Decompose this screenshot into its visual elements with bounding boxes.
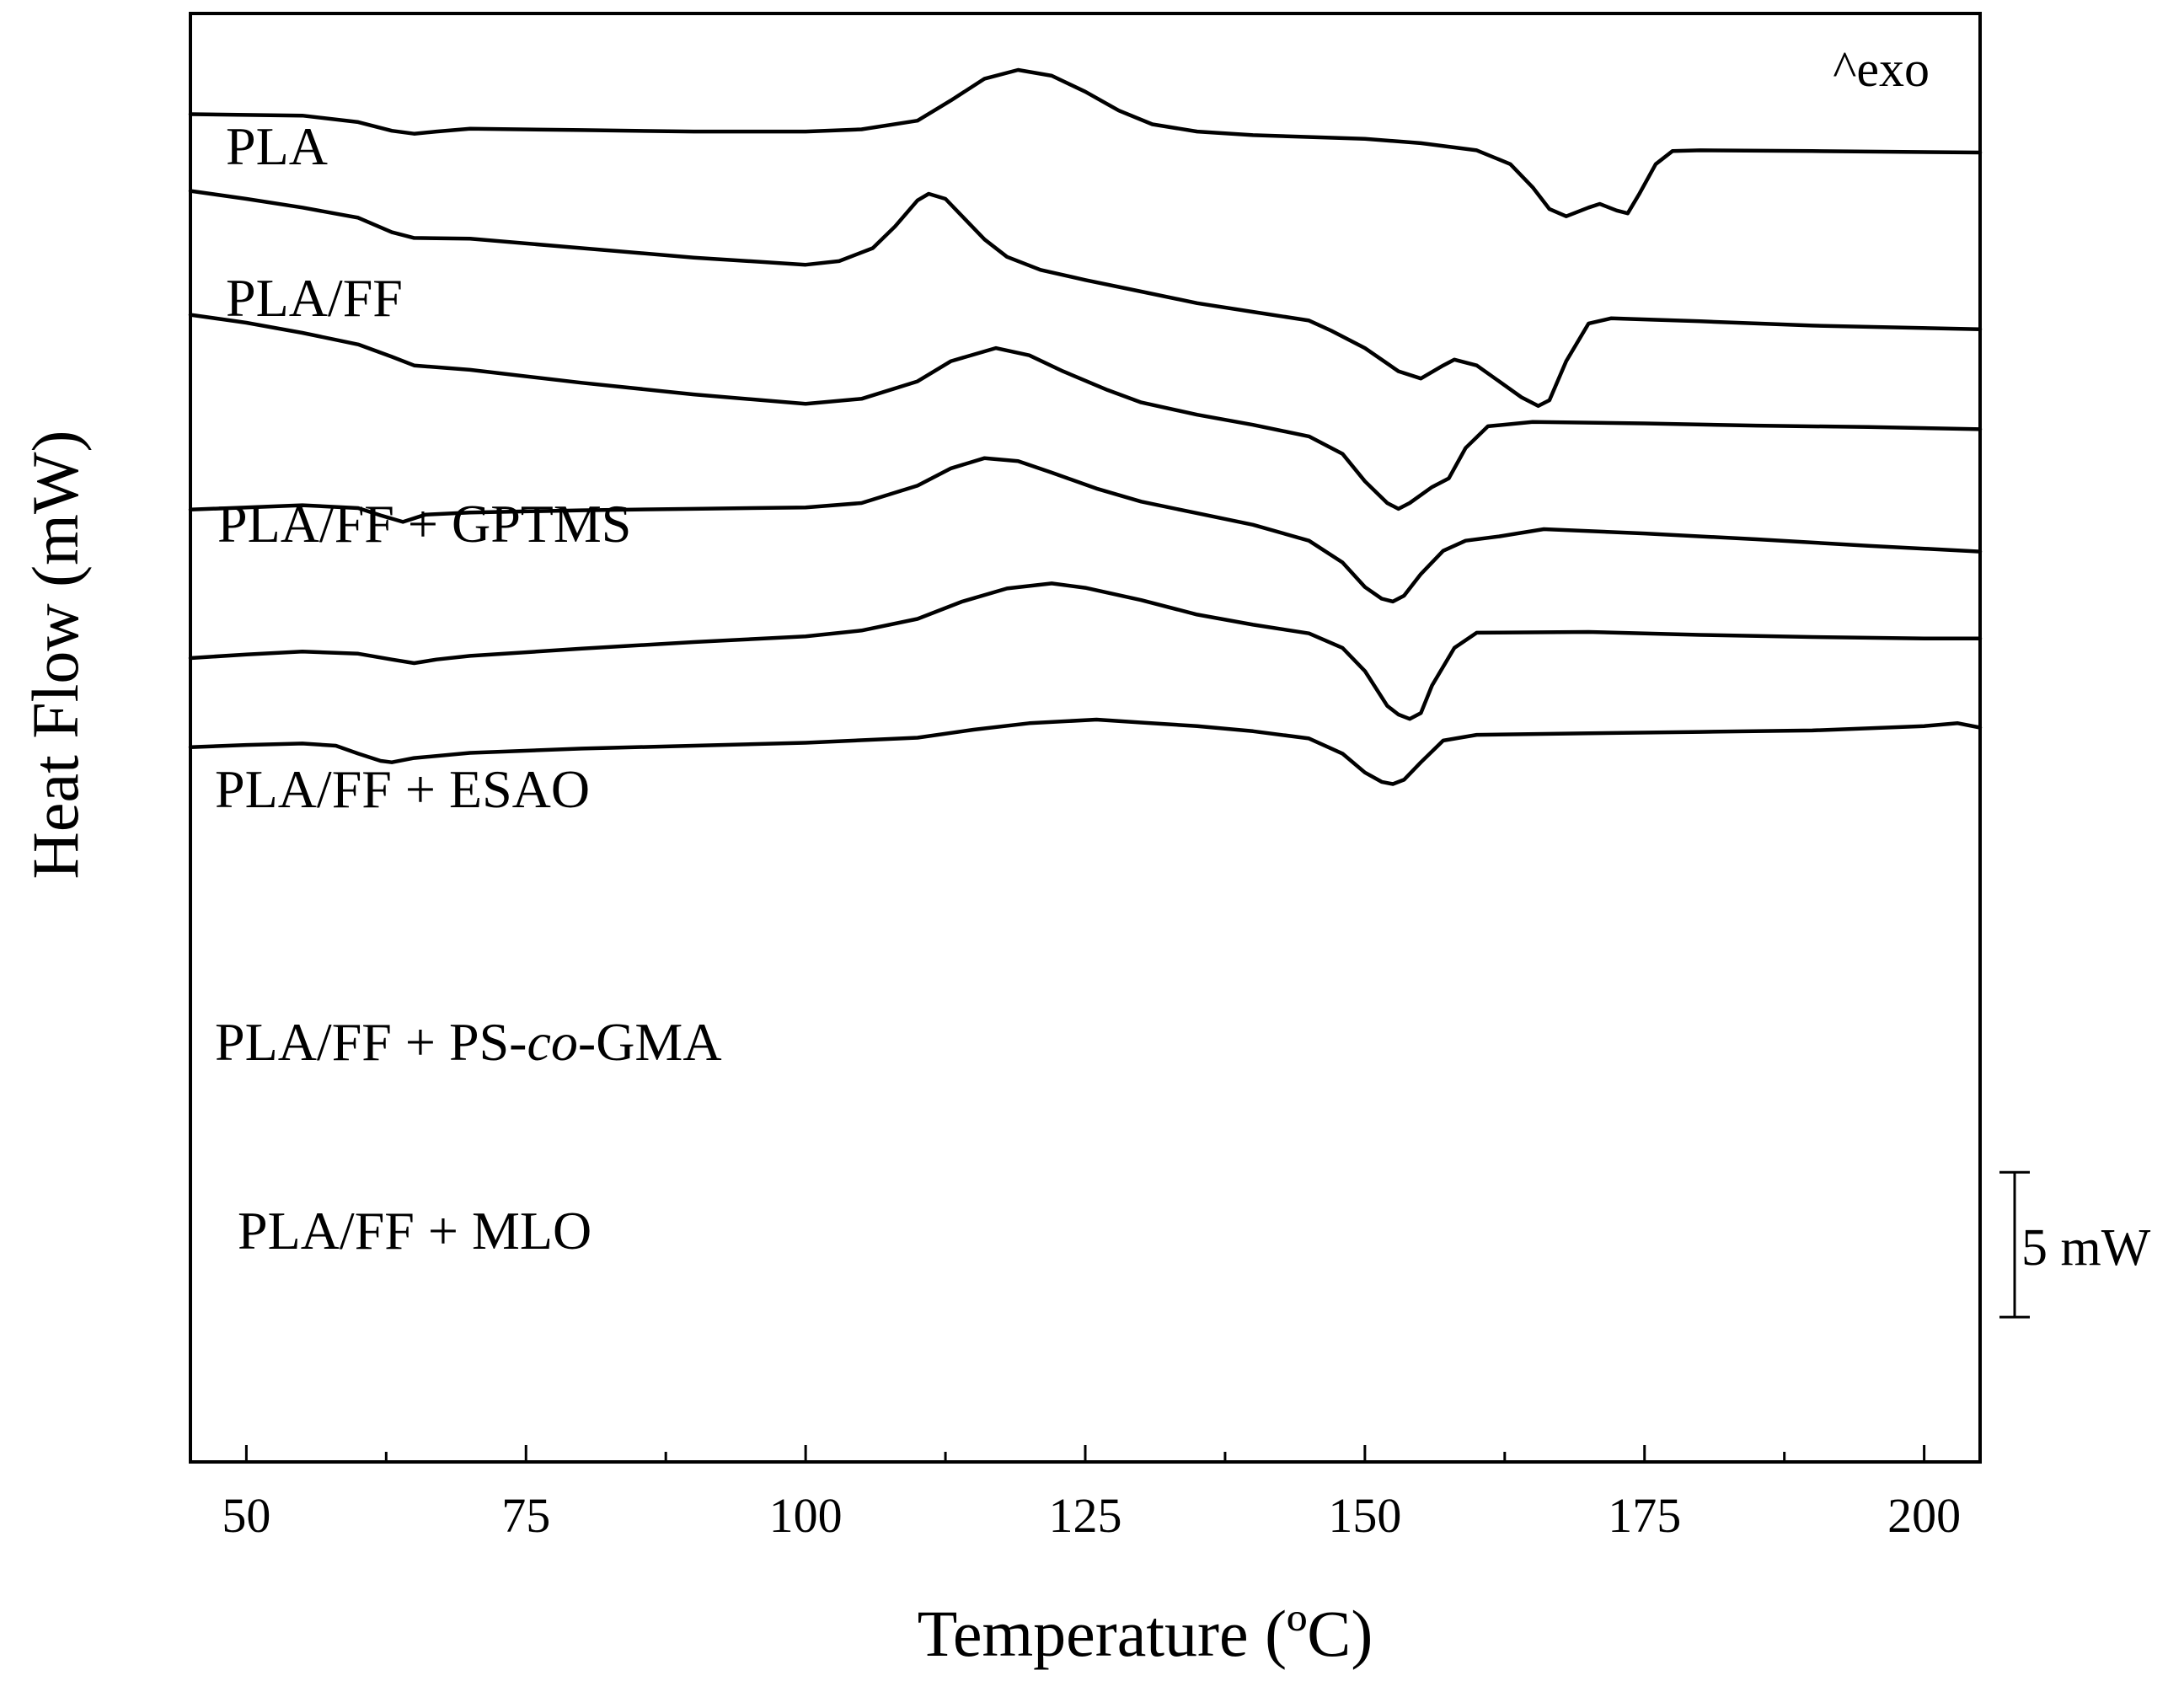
exo-annotation: ^exo (1833, 41, 1930, 97)
x-tick-label: 200 (1887, 1488, 1961, 1543)
curve-pla-ff-ps-co-gma (188, 581, 1983, 721)
series-label-pla-ff-mlo: PLA/FF + MLO (238, 1201, 592, 1261)
x-tick-label: 50 (222, 1488, 270, 1543)
x-axis-title: Temperature (ºC) (918, 1597, 1373, 1670)
x-tick-label: 75 (501, 1488, 550, 1543)
x-tick-label: 150 (1328, 1488, 1401, 1543)
series-label-pla-ff: PLA/FF (226, 268, 403, 328)
series-label-pla-ff-gptms: PLA/FF + GPTMS (217, 494, 631, 554)
axis-ticks: 50 75 100 125 150 175 200 (222, 1445, 1961, 1543)
x-tick-label: 100 (769, 1488, 843, 1543)
curve-pla-ff-esao (188, 456, 1983, 604)
y-axis-title: Heat Flow (mW) (19, 431, 92, 880)
scale-bar-label: 5 mW (2021, 1219, 2151, 1277)
curve-pla (188, 67, 1983, 218)
curve-pla-ff (188, 189, 1983, 409)
series-labels: PLA PLA/FF PLA/FF + GPTMS PLA/FF + ESAO PLA/… (215, 116, 722, 1261)
series-label-pla-ff-esao: PLA/FF + ESAO (215, 759, 590, 819)
x-tick-label: 175 (1608, 1488, 1681, 1543)
series-label-pla-ff-ps-co-gma: PLA/FF + PS-co-GMA (215, 1012, 722, 1072)
curve-pla-ff-gptms (188, 313, 1983, 511)
x-tick-label: 125 (1049, 1488, 1122, 1543)
scale-bar: 5 mW (1999, 1170, 2151, 1319)
plot-frame (189, 12, 1982, 1464)
dsc-curves (188, 67, 1983, 786)
series-label-pla: PLA (226, 116, 328, 176)
curve-pla-ff-mlo (188, 717, 1983, 786)
